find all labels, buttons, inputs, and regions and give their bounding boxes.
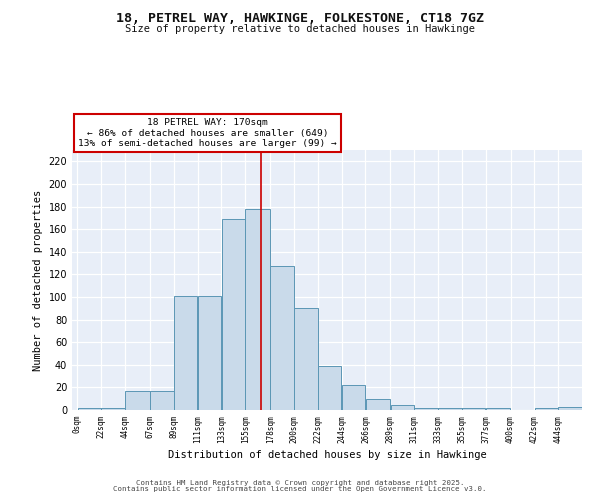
Bar bbox=[535, 408, 558, 410]
Text: Contains HM Land Registry data © Crown copyright and database right 2025.
Contai: Contains HM Land Registry data © Crown c… bbox=[113, 480, 487, 492]
Bar bbox=[559, 406, 582, 410]
Bar bbox=[150, 391, 173, 410]
Bar bbox=[101, 408, 125, 410]
Bar bbox=[294, 308, 317, 410]
Bar bbox=[415, 408, 438, 410]
Y-axis label: Number of detached properties: Number of detached properties bbox=[33, 190, 43, 370]
Bar bbox=[365, 398, 390, 410]
Text: 18, PETREL WAY, HAWKINGE, FOLKESTONE, CT18 7GZ: 18, PETREL WAY, HAWKINGE, FOLKESTONE, CT… bbox=[116, 12, 484, 26]
Bar bbox=[198, 296, 221, 410]
Bar bbox=[174, 296, 197, 410]
Bar bbox=[245, 209, 270, 410]
Bar bbox=[391, 406, 414, 410]
Text: Size of property relative to detached houses in Hawkinge: Size of property relative to detached ho… bbox=[125, 24, 475, 34]
Bar bbox=[271, 266, 294, 410]
Text: 18 PETREL WAY: 170sqm
← 86% of detached houses are smaller (649)
13% of semi-det: 18 PETREL WAY: 170sqm ← 86% of detached … bbox=[78, 118, 337, 148]
Bar bbox=[77, 408, 101, 410]
Bar bbox=[438, 408, 461, 410]
X-axis label: Distribution of detached houses by size in Hawkinge: Distribution of detached houses by size … bbox=[167, 450, 487, 460]
Bar bbox=[462, 408, 485, 410]
Bar bbox=[318, 366, 341, 410]
Bar bbox=[221, 219, 245, 410]
Bar bbox=[125, 391, 150, 410]
Bar bbox=[486, 408, 511, 410]
Bar bbox=[342, 385, 365, 410]
